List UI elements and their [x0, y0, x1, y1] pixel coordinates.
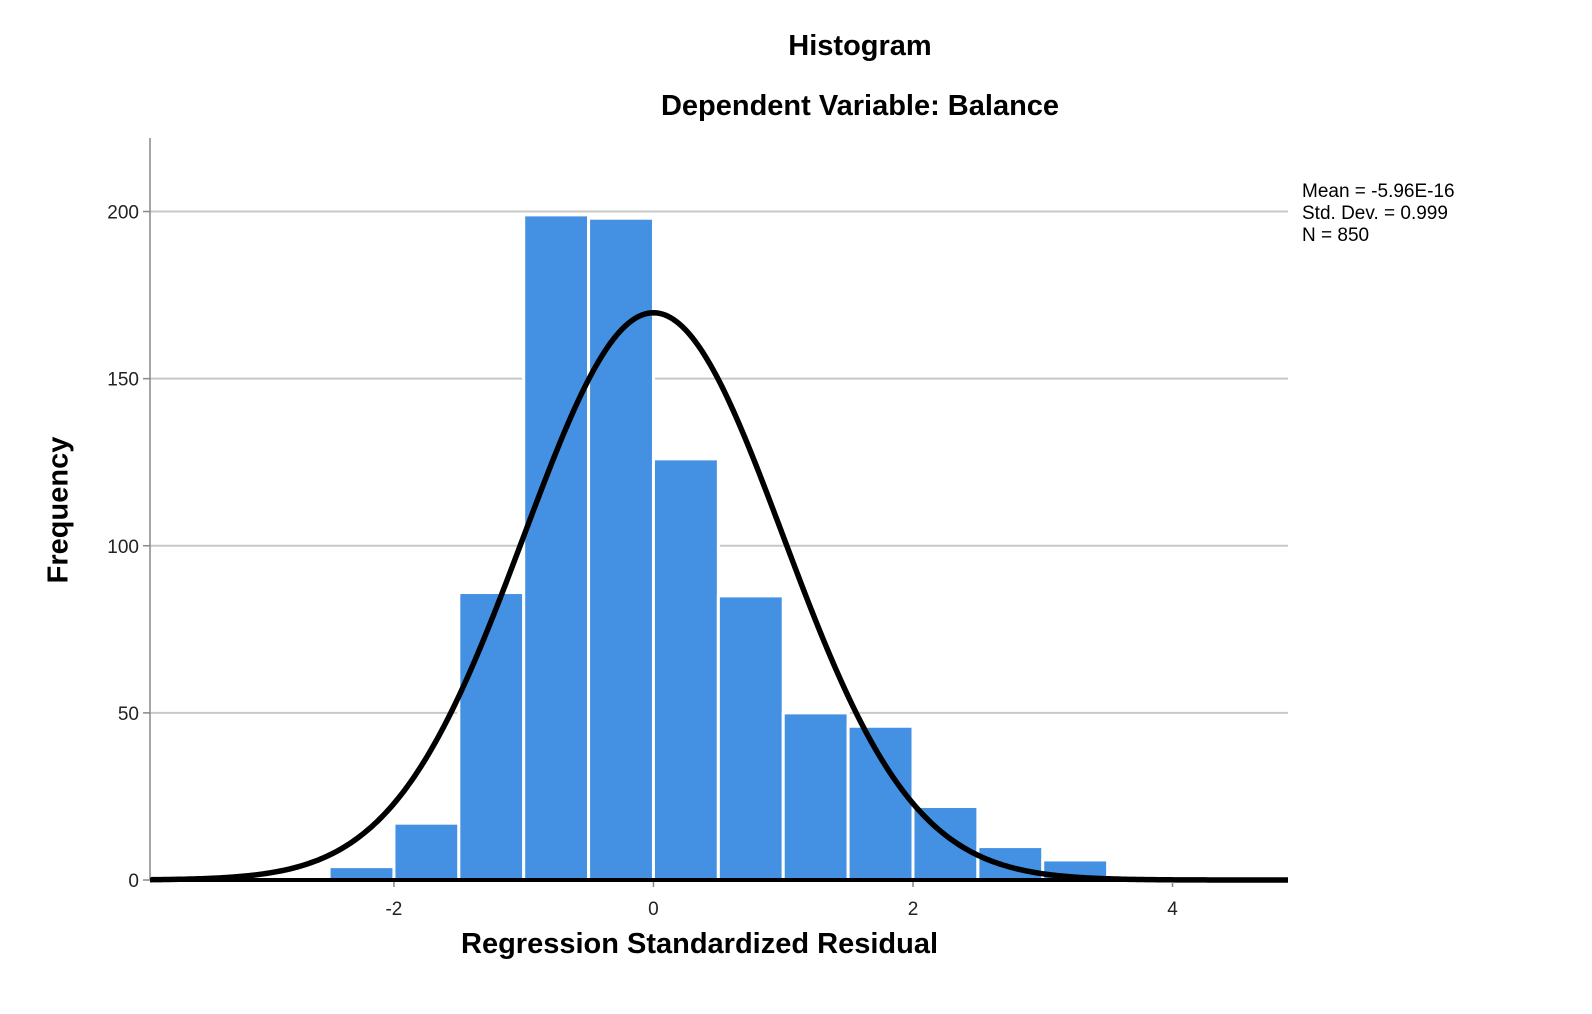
- std-dev-stat: Std. Dev. = 0.999: [1302, 203, 1448, 224]
- chart-title: Histogram: [788, 30, 932, 62]
- chart-subtitle: Dependent Variable: Balance: [660, 90, 1060, 122]
- histogram-bar: [392, 821, 461, 882]
- x-axis-label: Regression Standardized Residual: [461, 928, 939, 960]
- mean-stat: Mean = -5.96E-16: [1302, 181, 1455, 202]
- x-tick-label: -2: [385, 899, 402, 920]
- histogram-bar: [716, 594, 785, 882]
- histogram-bar: [327, 865, 396, 882]
- histogram-bar: [781, 711, 850, 882]
- y-tick-label: 100: [107, 537, 139, 558]
- summary-statistics: Mean = -5.96E-16 Std. Dev. = 0.999 N = 8…: [1302, 181, 1455, 247]
- n-stat: N = 850: [1302, 225, 1370, 246]
- histogram-bar: [522, 213, 591, 882]
- y-tick-label: 0: [128, 871, 139, 892]
- y-tick-label: 200: [107, 203, 139, 224]
- x-tick-label: 4: [1167, 899, 1178, 920]
- x-tick-label: 2: [908, 899, 919, 920]
- x-tick-label: 0: [648, 899, 659, 920]
- histogram-bar: [651, 457, 720, 882]
- histogram-bar: [587, 216, 655, 882]
- histogram-bar: [976, 845, 1045, 882]
- y-tick-label: 50: [118, 704, 139, 725]
- histogram-bar: [457, 591, 526, 882]
- histogram-bar: [846, 724, 915, 882]
- y-tick-label: 150: [107, 370, 139, 391]
